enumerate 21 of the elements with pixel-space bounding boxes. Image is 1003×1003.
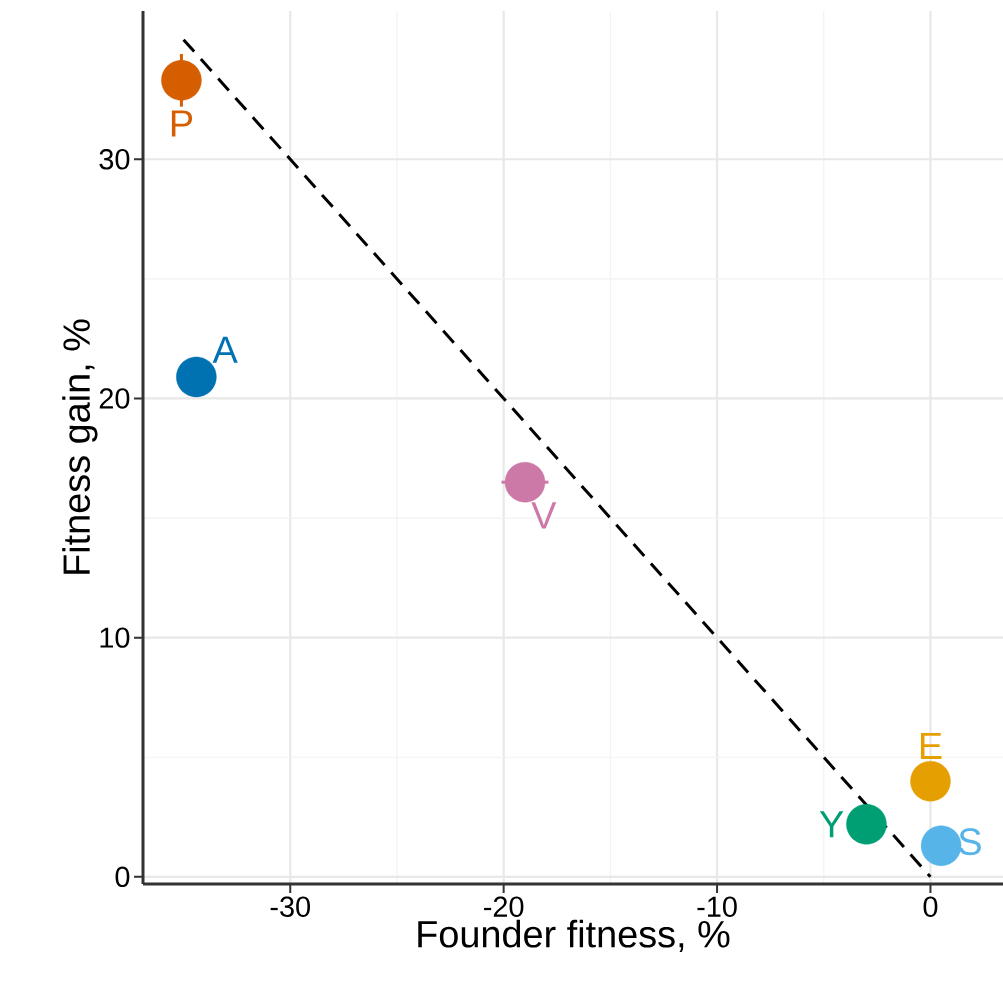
y-tick-label: 30 — [99, 149, 130, 170]
y-tick-label: 10 — [100, 627, 130, 648]
x-tick-label: -30 — [270, 896, 310, 917]
legend-label: V — [531, 502, 557, 529]
x-tick-label: 0 — [923, 896, 938, 917]
legend-label: P — [171, 110, 193, 137]
series-label: S — [959, 828, 981, 856]
series-label: E — [920, 732, 942, 759]
y-tick-label: 20 — [99, 388, 130, 409]
series-label: A — [212, 336, 238, 363]
point — [910, 760, 951, 802]
series-label: Y — [819, 811, 844, 838]
point — [161, 60, 202, 101]
x-tick-label: -10 — [697, 896, 737, 917]
point — [846, 804, 887, 845]
x-tick-label: -20 — [484, 896, 524, 917]
y-tick-label: 0 — [115, 866, 130, 888]
point — [504, 461, 546, 503]
point — [920, 825, 962, 866]
y-axis-title: Fitness gain, % — [62, 319, 98, 574]
x-axis-title: Founder fitness, % — [418, 919, 730, 953]
